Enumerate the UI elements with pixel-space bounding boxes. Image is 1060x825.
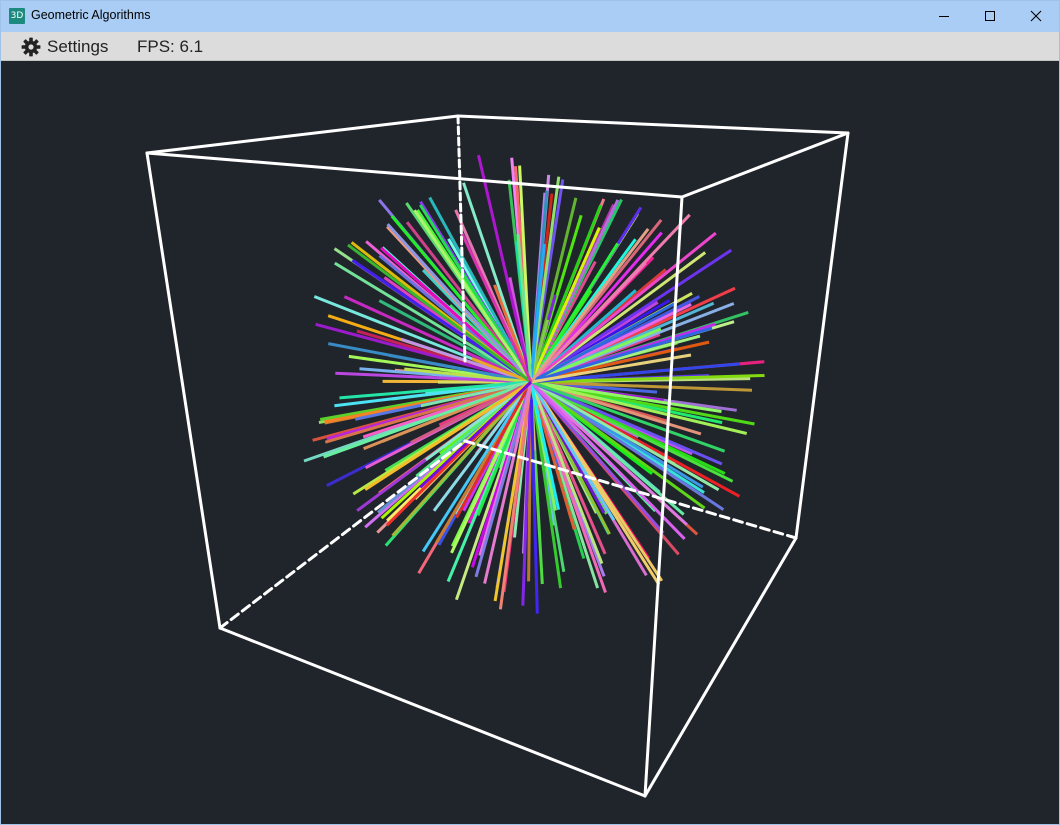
radial-line bbox=[530, 380, 726, 453]
menu-bar: Settings FPS: 6.1 bbox=[1, 32, 1059, 61]
radial-line bbox=[529, 381, 561, 511]
radial-line bbox=[450, 381, 533, 554]
radial-line bbox=[530, 380, 720, 492]
bounding-cube bbox=[145, 114, 850, 798]
radial-line bbox=[334, 261, 532, 384]
radial-line bbox=[529, 381, 604, 565]
radial-line bbox=[530, 380, 748, 435]
radial-line bbox=[483, 381, 533, 584]
radial-line bbox=[324, 380, 532, 444]
radial-line bbox=[471, 357, 532, 384]
minimize-button[interactable] bbox=[921, 1, 967, 32]
radial-line bbox=[428, 196, 533, 383]
radial-line bbox=[421, 381, 533, 553]
radial-line bbox=[529, 213, 691, 384]
radial-line bbox=[474, 381, 533, 578]
radial-line bbox=[529, 381, 539, 614]
radial-line bbox=[477, 154, 533, 383]
minimize-icon bbox=[939, 16, 949, 17]
radial-line bbox=[529, 380, 686, 540]
radial-line bbox=[530, 327, 662, 384]
app-icon: 3D bbox=[9, 8, 25, 24]
radial-line bbox=[529, 381, 665, 534]
radial-line bbox=[386, 223, 533, 384]
radial-line bbox=[339, 380, 532, 400]
radial-line bbox=[351, 258, 532, 384]
radial-line bbox=[323, 380, 532, 459]
radial-line bbox=[410, 380, 532, 444]
radial-line bbox=[529, 243, 546, 383]
radial-line bbox=[529, 227, 650, 383]
radial-line bbox=[530, 374, 765, 384]
radial-line bbox=[530, 302, 675, 384]
radial-line bbox=[530, 380, 723, 466]
radial-line bbox=[530, 248, 733, 384]
title-bar[interactable]: 3D Geometric Algorithms bbox=[1, 1, 1059, 32]
radial-line bbox=[413, 209, 533, 383]
radial-line bbox=[530, 380, 706, 510]
maximize-button[interactable] bbox=[967, 1, 1013, 32]
radial-line bbox=[529, 226, 601, 383]
radial-line bbox=[378, 299, 532, 384]
radial-line bbox=[530, 340, 710, 384]
radial-line bbox=[328, 342, 532, 384]
radial-line bbox=[530, 231, 717, 384]
gear-icon bbox=[21, 37, 41, 57]
close-button[interactable] bbox=[1013, 1, 1059, 32]
radial-line bbox=[335, 371, 532, 384]
maximize-icon bbox=[985, 11, 995, 21]
radial-line bbox=[420, 380, 532, 408]
radial-line bbox=[530, 380, 753, 392]
radial-line bbox=[529, 381, 563, 589]
3d-viewport[interactable] bbox=[1, 61, 1059, 824]
settings-button[interactable]: Settings bbox=[19, 35, 108, 57]
radial-line bbox=[529, 242, 619, 383]
radial-line bbox=[404, 367, 532, 384]
radial-line bbox=[460, 232, 533, 383]
radial-line bbox=[347, 243, 532, 384]
radial-line bbox=[380, 246, 533, 384]
radial-line bbox=[391, 380, 533, 537]
scene-canvas[interactable] bbox=[1, 61, 1059, 824]
radial-line bbox=[364, 380, 532, 491]
radial-line bbox=[529, 381, 616, 521]
radial-line bbox=[343, 295, 532, 384]
radial-line bbox=[530, 380, 725, 511]
radial-line bbox=[530, 353, 692, 384]
close-icon bbox=[1030, 10, 1042, 22]
radial-line bbox=[498, 381, 533, 610]
radial-line bbox=[530, 326, 713, 384]
radial-line bbox=[521, 381, 533, 606]
radial-line bbox=[530, 380, 734, 483]
radial-line bbox=[530, 362, 741, 384]
radial-lines bbox=[303, 154, 765, 614]
radial-line bbox=[419, 380, 533, 489]
fps-counter: FPS: 6.1 bbox=[137, 37, 204, 56]
radial-line bbox=[530, 380, 722, 413]
radial-line bbox=[315, 322, 532, 384]
radial-line bbox=[516, 234, 533, 383]
window-title: Geometric Algorithms bbox=[31, 8, 151, 22]
settings-label: Settings bbox=[47, 37, 109, 56]
radial-line bbox=[529, 380, 688, 526]
